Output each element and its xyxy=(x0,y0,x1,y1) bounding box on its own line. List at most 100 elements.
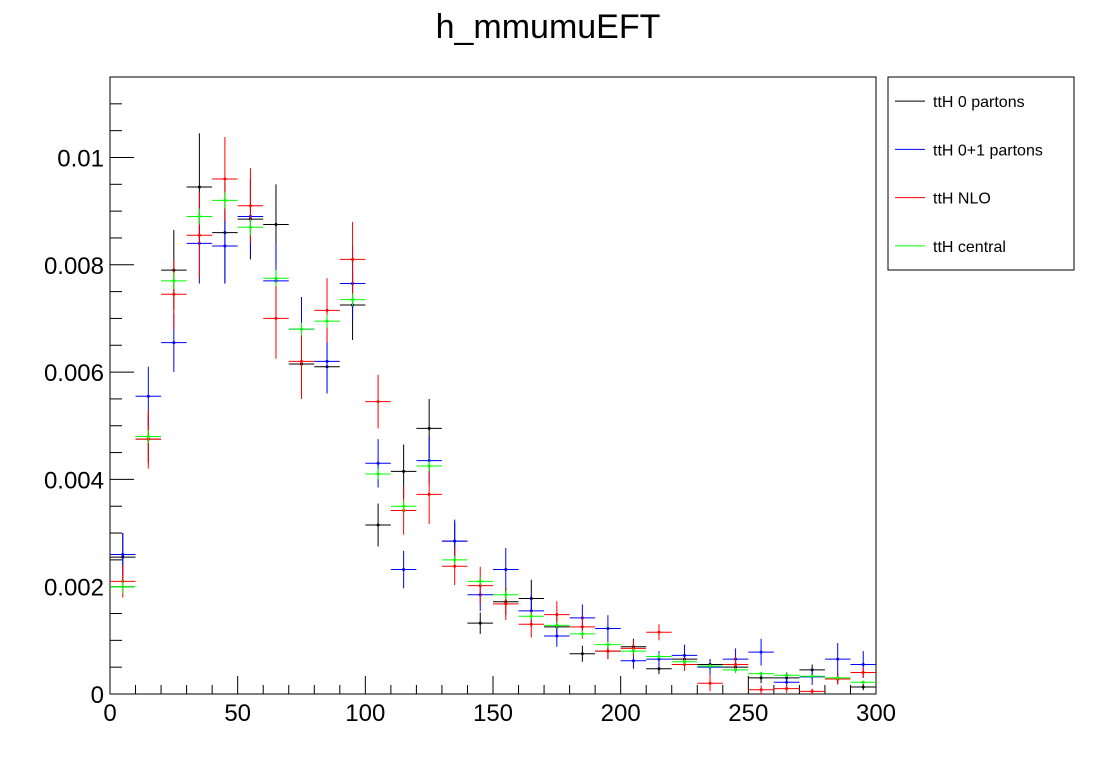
chart-title: h_mmumuEFT xyxy=(436,8,661,46)
data-point xyxy=(850,667,876,678)
data-point xyxy=(518,612,545,620)
data-point xyxy=(595,641,621,648)
y-tick-label: 0.004 xyxy=(44,467,104,494)
point-marker xyxy=(300,327,303,331)
legend-entry: ttH central xyxy=(895,239,1006,256)
data-point xyxy=(186,208,213,225)
point-marker xyxy=(836,676,840,680)
data-point xyxy=(569,630,596,638)
data-point xyxy=(212,192,238,209)
axes: 0 50 100 150 200 250 30000.0020.0040.0060.0080… xyxy=(44,76,896,727)
point-marker xyxy=(351,257,355,261)
data-point xyxy=(314,278,340,343)
series-3 xyxy=(110,137,876,694)
point-marker xyxy=(606,627,610,631)
point-marker xyxy=(580,652,584,656)
data-point xyxy=(314,314,340,328)
data-point xyxy=(390,500,417,512)
point-marker xyxy=(504,593,508,597)
point-marker xyxy=(861,671,865,675)
data-point xyxy=(824,676,851,680)
legend-entry: ttH 0 partons xyxy=(895,94,1025,111)
data-point xyxy=(365,468,391,480)
point-marker xyxy=(351,298,355,302)
point-marker xyxy=(223,198,227,202)
data-point xyxy=(646,624,672,641)
data-point xyxy=(671,659,698,664)
point-marker xyxy=(529,614,533,618)
data-point xyxy=(595,615,621,642)
data-point xyxy=(416,464,442,524)
data-point xyxy=(467,577,493,586)
point-marker xyxy=(172,279,176,283)
x-tick-label: 0 xyxy=(103,700,116,727)
point-marker xyxy=(861,662,865,666)
point-marker xyxy=(453,539,457,543)
data-point xyxy=(186,192,213,279)
data-point xyxy=(135,430,162,443)
data-point xyxy=(748,685,774,694)
series-4 xyxy=(110,192,876,684)
point-marker xyxy=(248,225,252,229)
point-marker xyxy=(683,662,686,666)
point-marker xyxy=(376,472,380,476)
point-marker xyxy=(248,204,252,208)
data-point xyxy=(365,439,391,488)
point-marker xyxy=(453,558,457,562)
point-marker xyxy=(223,177,227,181)
data-point xyxy=(773,673,800,677)
y-tick-label: 0.002 xyxy=(44,575,104,602)
point-marker xyxy=(657,654,661,658)
point-marker xyxy=(274,316,278,320)
point-marker xyxy=(146,434,150,438)
data-point xyxy=(799,674,825,678)
point-marker xyxy=(657,630,661,634)
data-point xyxy=(722,667,749,673)
legend: ttH 0 partons ttH 0+1 partons ttH NLO ttH c… xyxy=(887,76,1075,271)
y-tick-label: 0 xyxy=(91,682,104,709)
data-point xyxy=(263,270,289,287)
point-marker xyxy=(861,680,865,684)
data-point xyxy=(697,663,723,669)
data-point xyxy=(288,323,315,399)
point-marker xyxy=(606,649,610,653)
point-marker xyxy=(402,504,406,508)
data-point xyxy=(161,272,187,289)
x-axis: 0 50 100 150 200 250 300 xyxy=(103,676,896,727)
point-marker xyxy=(325,359,329,363)
x-tick-label: 200 xyxy=(601,700,641,727)
point-marker xyxy=(555,613,559,617)
data-point xyxy=(212,208,238,284)
data-point xyxy=(339,221,366,297)
point-marker xyxy=(376,400,380,404)
point-marker xyxy=(146,394,150,398)
data-point xyxy=(288,322,315,336)
point-marker xyxy=(172,292,176,296)
x-tick-label: 100 xyxy=(345,700,385,727)
point-marker xyxy=(810,689,814,693)
point-marker xyxy=(785,680,789,684)
point-marker xyxy=(325,319,329,323)
point-marker xyxy=(836,657,840,661)
point-marker xyxy=(172,341,176,345)
point-marker xyxy=(555,634,559,638)
data-point xyxy=(416,460,442,472)
data-point xyxy=(748,638,774,666)
data-point xyxy=(493,590,519,600)
data-point xyxy=(646,653,672,660)
point-marker xyxy=(708,681,712,685)
point-marker xyxy=(861,685,865,689)
data-point xyxy=(544,625,570,647)
point-marker xyxy=(427,492,431,496)
point-marker xyxy=(759,672,763,676)
legend-label: ttH 0 partons xyxy=(933,94,1025,111)
point-marker xyxy=(759,650,763,654)
point-marker xyxy=(683,660,686,664)
data-point xyxy=(237,219,264,236)
series-2 xyxy=(110,178,876,688)
point-marker xyxy=(197,185,201,189)
data-point xyxy=(569,645,596,662)
data-point xyxy=(390,550,417,589)
point-marker xyxy=(759,676,763,680)
